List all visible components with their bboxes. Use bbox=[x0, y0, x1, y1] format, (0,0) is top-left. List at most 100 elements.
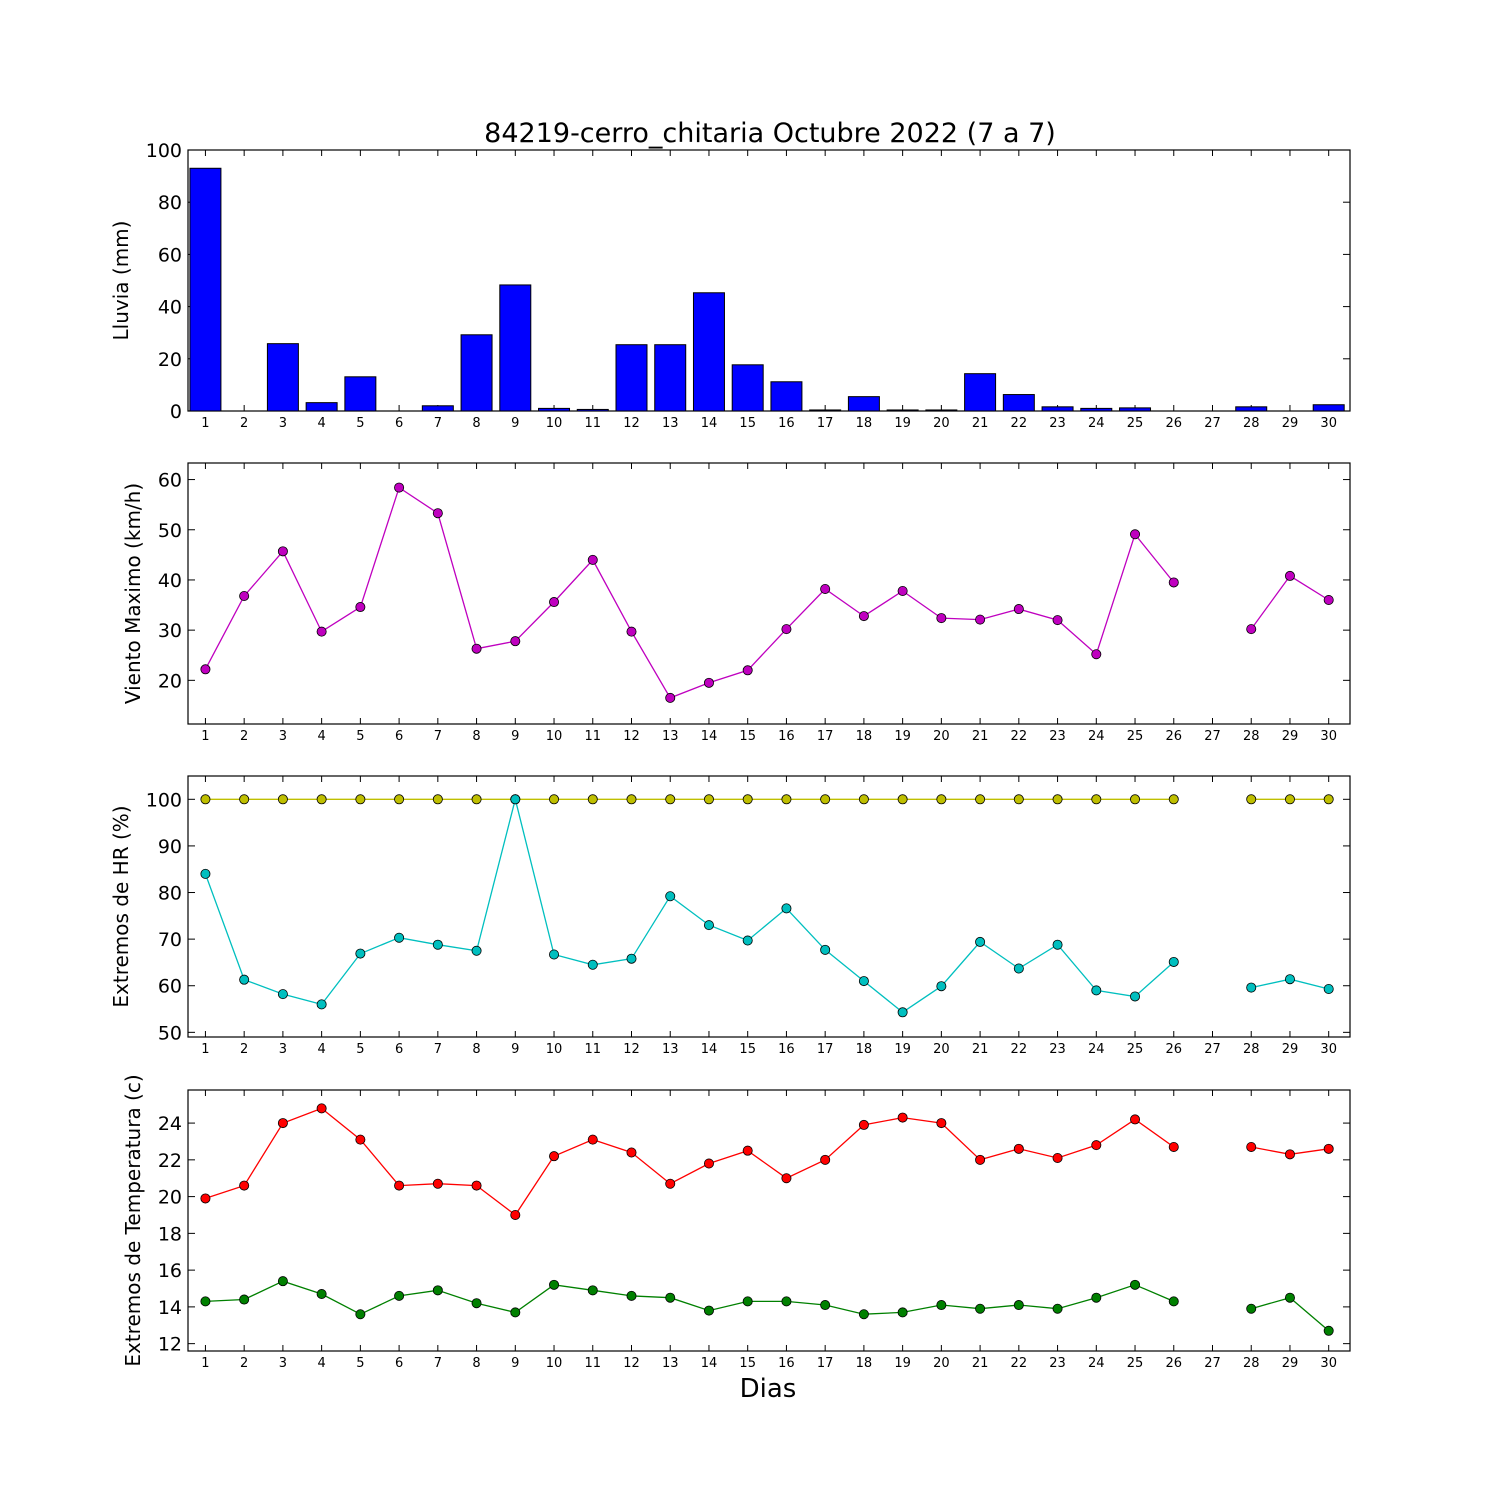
x-tick-label: 21 bbox=[972, 729, 989, 744]
hr-min-point bbox=[626, 953, 637, 964]
x-tick-label: 2 bbox=[240, 416, 248, 431]
rain-bar bbox=[1119, 407, 1152, 412]
rain-bar bbox=[925, 409, 958, 412]
x-tick-label: 7 bbox=[434, 1356, 442, 1371]
x-tick-label: 22 bbox=[1011, 1356, 1028, 1371]
x-tick-label: 13 bbox=[662, 1356, 679, 1371]
x-tick-label: 26 bbox=[1165, 1356, 1182, 1371]
x-tick-label: 27 bbox=[1204, 1356, 1221, 1371]
y-axis-label: Viento Maximo (km/h) bbox=[121, 483, 145, 704]
x-tick-label: 7 bbox=[434, 416, 442, 431]
hr-max-point bbox=[549, 794, 560, 805]
hr-min-point bbox=[975, 936, 986, 947]
x-tick-label: 7 bbox=[434, 1042, 442, 1057]
hr-max-point bbox=[1246, 794, 1257, 805]
y-axis-label: Lluvia (mm) bbox=[109, 221, 133, 341]
temp-min-point bbox=[510, 1307, 521, 1318]
x-tick-label: 28 bbox=[1243, 1042, 1260, 1057]
x-tick-label: 18 bbox=[856, 416, 873, 431]
temp-max-point bbox=[316, 1103, 327, 1114]
x-tick-label: 4 bbox=[317, 729, 325, 744]
x-tick-label: 2 bbox=[240, 1042, 248, 1057]
y-tick-label: 60 bbox=[158, 976, 182, 998]
hr-max-point bbox=[665, 794, 676, 805]
x-tick-label: 16 bbox=[778, 729, 795, 744]
x-axis-label: Dias bbox=[740, 1374, 797, 1404]
temp-max-line bbox=[205, 1107, 1175, 1216]
rain-bar bbox=[847, 396, 880, 412]
x-tick-label: 24 bbox=[1088, 1356, 1105, 1371]
x-tick-label: 30 bbox=[1320, 1042, 1337, 1057]
y-tick-label: 90 bbox=[158, 836, 182, 858]
y-tick-label: 20 bbox=[158, 1187, 182, 1209]
x-tick-label: 14 bbox=[701, 416, 718, 431]
hr-min-point bbox=[1130, 991, 1141, 1002]
x-tick-label: 19 bbox=[894, 1356, 911, 1371]
x-tick-label: 24 bbox=[1088, 416, 1105, 431]
temp-max-point bbox=[1130, 1114, 1141, 1125]
temp-min-point bbox=[1168, 1296, 1179, 1307]
hr-min-point bbox=[394, 932, 405, 943]
wind-point bbox=[432, 508, 443, 519]
x-tick-label: 9 bbox=[511, 729, 519, 744]
hr-max-point bbox=[781, 794, 792, 805]
temp-min-point bbox=[1091, 1292, 1102, 1303]
hr-max-point bbox=[1091, 794, 1102, 805]
y-tick-label: 0 bbox=[170, 401, 182, 423]
wind-point bbox=[1284, 570, 1295, 581]
x-tick-label: 16 bbox=[778, 1042, 795, 1057]
x-tick-label: 24 bbox=[1088, 729, 1105, 744]
temp-min-point bbox=[936, 1300, 947, 1311]
x-tick-label: 15 bbox=[739, 729, 756, 744]
x-tick-label: 5 bbox=[356, 729, 364, 744]
temp-min-point bbox=[1246, 1303, 1257, 1314]
x-tick-label: 19 bbox=[894, 729, 911, 744]
x-tick-label: 19 bbox=[894, 1042, 911, 1057]
x-tick-label: 11 bbox=[584, 729, 601, 744]
temp-max-point bbox=[355, 1134, 366, 1145]
x-tick-label: 30 bbox=[1320, 1356, 1337, 1371]
hr-min-point bbox=[1323, 983, 1334, 994]
y-tick-label: 40 bbox=[158, 297, 182, 319]
x-tick-label: 1 bbox=[201, 416, 209, 431]
temp-max-point bbox=[858, 1119, 869, 1130]
wind-point bbox=[549, 597, 560, 608]
temp-min-point bbox=[277, 1276, 288, 1287]
y-tick-label: 40 bbox=[158, 570, 182, 592]
hr-max-point bbox=[277, 794, 288, 805]
hr-min-point bbox=[316, 999, 327, 1010]
y-tick-label: 50 bbox=[158, 1022, 182, 1044]
x-tick-label: 13 bbox=[662, 416, 679, 431]
wind-point bbox=[781, 624, 792, 635]
wind-point bbox=[742, 665, 753, 676]
x-tick-label: 18 bbox=[856, 1356, 873, 1371]
wind-point bbox=[1168, 577, 1179, 588]
y-tick-label: 20 bbox=[158, 670, 182, 692]
x-tick-label: 7 bbox=[434, 729, 442, 744]
temp-min-point bbox=[626, 1290, 637, 1301]
hr-max-point bbox=[1168, 794, 1179, 805]
temp-max-point bbox=[549, 1151, 560, 1162]
x-tick-label: 16 bbox=[778, 416, 795, 431]
wind-point bbox=[316, 626, 327, 637]
temp-max-point bbox=[587, 1134, 598, 1145]
hr-min-point bbox=[781, 903, 792, 914]
hr-min-point bbox=[587, 959, 598, 970]
x-tick-label: 20 bbox=[933, 729, 950, 744]
wind-point bbox=[897, 585, 908, 596]
rain-bar bbox=[499, 284, 532, 412]
axes-frame bbox=[187, 149, 1351, 412]
temp-min-point bbox=[316, 1289, 327, 1300]
y-tick-label: 80 bbox=[158, 883, 182, 905]
x-tick-label: 21 bbox=[972, 1042, 989, 1057]
temp-max-point bbox=[665, 1178, 676, 1189]
rain-bar bbox=[615, 344, 648, 412]
x-tick-label: 4 bbox=[317, 416, 325, 431]
hr-max-point bbox=[355, 794, 366, 805]
axes-frame bbox=[187, 1089, 1351, 1352]
temp-min-point bbox=[471, 1298, 482, 1309]
x-tick-label: 29 bbox=[1282, 1356, 1299, 1371]
x-tick-label: 23 bbox=[1049, 1356, 1066, 1371]
